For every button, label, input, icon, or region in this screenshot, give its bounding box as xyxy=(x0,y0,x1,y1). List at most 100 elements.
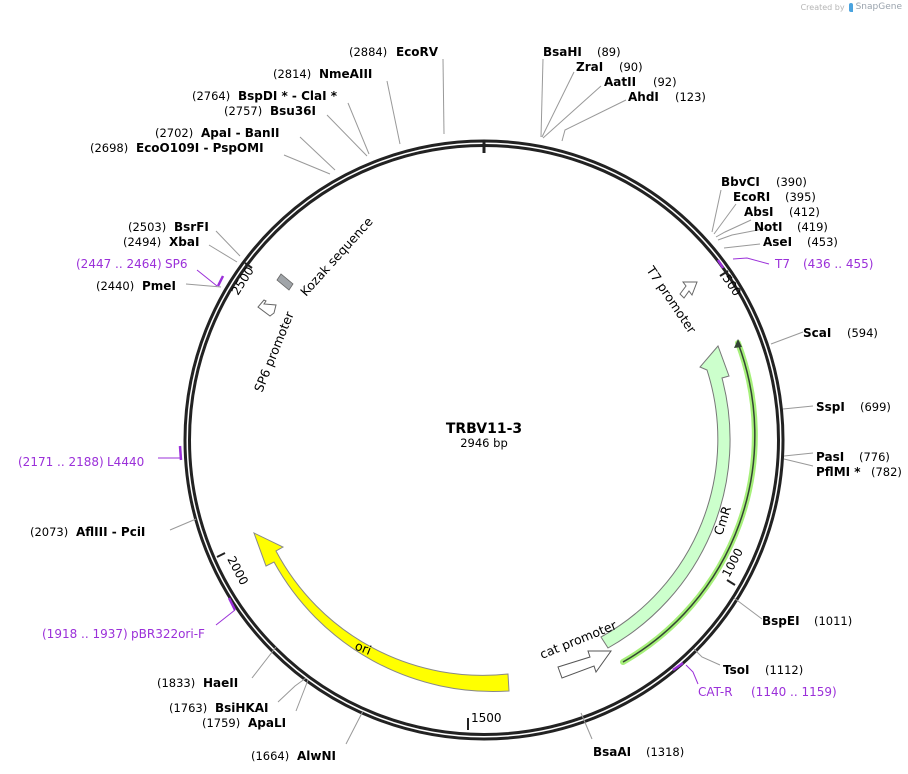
enzyme-ahdi[interactable]: AhdI (123) xyxy=(628,90,706,104)
orf-arrow-icon xyxy=(734,339,742,348)
snapgene-credit: Created by SnapGene xyxy=(801,2,902,12)
svg-text:(453): (453) xyxy=(807,235,838,249)
enzyme-pasi[interactable]: PasI (776) xyxy=(816,450,890,464)
enzyme-pflmi[interactable]: PflMI * (782) xyxy=(816,465,902,479)
svg-text:AseI: AseI xyxy=(763,235,792,249)
svg-text:(395): (395) xyxy=(785,190,816,204)
feature-label-ori: ori xyxy=(353,638,374,658)
snapgene-logo-icon xyxy=(848,2,853,12)
feature-sp6-promoter[interactable]: SP6 promoter xyxy=(251,299,297,395)
svg-text:(1318): (1318) xyxy=(646,745,684,759)
svg-text:(1112): (1112) xyxy=(765,663,803,677)
svg-text:(436 .. 455): (436 .. 455) xyxy=(803,257,873,271)
svg-text:(699): (699) xyxy=(860,400,891,414)
svg-text:XbaI: XbaI xyxy=(169,235,199,249)
svg-text:(419): (419) xyxy=(797,220,828,234)
svg-text:(2698): (2698) xyxy=(90,141,128,155)
svg-text:(1833): (1833) xyxy=(157,676,195,690)
enzyme-bspdi-clai[interactable]: (2764) BspDI * - ClaI * xyxy=(192,89,338,103)
enzyme-scai[interactable]: ScaI (594) xyxy=(803,326,878,340)
svg-text:(2757): (2757) xyxy=(224,104,262,118)
credit-prefix: Created by xyxy=(800,2,845,12)
svg-text:ApaLI: ApaLI xyxy=(248,716,286,730)
svg-text:BspEI: BspEI xyxy=(762,614,800,628)
enzyme-absi[interactable]: AbsI (412) xyxy=(744,205,820,219)
svg-text:BbvCI: BbvCI xyxy=(721,175,760,189)
svg-text:(776): (776) xyxy=(859,450,890,464)
enzyme-apali[interactable]: (1759) ApaLI xyxy=(202,716,286,730)
enzyme-bsahi[interactable]: BsaHI (89) xyxy=(543,45,621,59)
credit-brand: SnapGene xyxy=(855,2,902,12)
feature-kozak[interactable]: Kozak sequence xyxy=(276,214,376,299)
primer-sp6[interactable]: (2447 .. 2464) SP6 xyxy=(76,257,188,271)
svg-text:ApaI - BanII: ApaI - BanII xyxy=(201,126,280,140)
svg-text:1500: 1500 xyxy=(471,711,502,725)
svg-text:(92): (92) xyxy=(653,75,677,89)
enzyme-tsoi[interactable]: TsoI (1112) xyxy=(723,663,803,677)
cmr-orf-track[interactable] xyxy=(620,339,758,665)
svg-text:ZraI: ZraI xyxy=(576,60,603,74)
enzyme-haeii[interactable]: (1833) HaeII xyxy=(157,676,238,690)
svg-text:(782): (782) xyxy=(871,465,902,479)
svg-text:pBR322ori-F: pBR322ori-F xyxy=(131,627,205,641)
svg-text:(1759): (1759) xyxy=(202,716,240,730)
primer-l4440[interactable]: (2171 .. 2188) L4440 xyxy=(18,455,144,469)
svg-text:EcoRI: EcoRI xyxy=(733,190,770,204)
svg-text:PasI: PasI xyxy=(816,450,844,464)
svg-text:ScaI: ScaI xyxy=(803,326,831,340)
enzyme-zrai[interactable]: ZraI (90) xyxy=(576,60,643,74)
svg-text:NotI: NotI xyxy=(754,220,783,234)
svg-text:PmeI: PmeI xyxy=(142,279,176,293)
svg-text:BsaHI: BsaHI xyxy=(543,45,582,59)
plasmid-name: TRBV11-3 xyxy=(446,421,522,437)
enzyme-noti[interactable]: NotI (419) xyxy=(754,220,828,234)
svg-text:SP6: SP6 xyxy=(165,257,188,271)
svg-text:2500: 2500 xyxy=(229,264,257,297)
svg-text:(1763): (1763) xyxy=(169,701,207,715)
svg-text:2000: 2000 xyxy=(224,554,251,588)
feature-label-t7-promoter: T7 promoter xyxy=(643,262,700,336)
enzyme-bsaai[interactable]: BsaAI (1318) xyxy=(593,745,684,759)
feature-cmr[interactable]: CmR xyxy=(600,345,734,649)
enzyme-aatii[interactable]: AatII (92) xyxy=(604,75,677,89)
feature-label-sp6-promoter: SP6 promoter xyxy=(251,309,297,395)
enzyme-bsu36i[interactable]: (2757) Bsu36I xyxy=(224,104,316,118)
svg-text:NmeAIII: NmeAIII xyxy=(319,67,372,81)
enzyme-nmeaiii[interactable]: (2814) NmeAIII xyxy=(273,67,372,81)
svg-text:AflIII - PciI: AflIII - PciI xyxy=(76,525,145,539)
enzyme-bspei[interactable]: BspEI (1011) xyxy=(762,614,852,628)
enzyme-sspi[interactable]: SspI (699) xyxy=(816,400,891,414)
svg-text:BsaAI: BsaAI xyxy=(593,745,631,759)
feature-label-kozak: Kozak sequence xyxy=(297,214,376,299)
primer-t7[interactable]: T7 (436 .. 455) xyxy=(774,257,873,271)
svg-text:(1011): (1011) xyxy=(814,614,852,628)
primer-cat-r[interactable]: CAT-R (1140 .. 1159) xyxy=(698,685,837,699)
feature-t7-promoter[interactable]: T7 promoter xyxy=(643,262,700,336)
svg-text:L4440: L4440 xyxy=(107,455,144,469)
enzyme-apai-banii[interactable]: (2702) ApaI - BanII xyxy=(155,126,280,140)
enzyme-afliii-pcii[interactable]: (2073) AflIII - PciI xyxy=(30,525,145,539)
enzyme-pmei[interactable]: (2440) PmeI xyxy=(96,279,176,293)
svg-text:(412): (412) xyxy=(789,205,820,219)
enzyme-bbvci[interactable]: BbvCI (390) xyxy=(721,175,807,189)
svg-text:(2764): (2764) xyxy=(192,89,230,103)
svg-text:(2171 .. 2188): (2171 .. 2188) xyxy=(18,455,104,469)
enzyme-bsrfi[interactable]: (2503) BsrFI xyxy=(128,220,209,234)
primer-marks xyxy=(158,257,770,685)
enzyme-bsihkai[interactable]: (1763) BsiHKAI xyxy=(169,701,269,715)
enzyme-ecoo109i-pspomi[interactable]: (2698) EcoO109I - PspOMI xyxy=(90,141,264,155)
enzyme-asei[interactable]: AseI (453) xyxy=(763,235,838,249)
enzyme-ecori[interactable]: EcoRI (395) xyxy=(733,190,816,204)
svg-text:BspDI * - ClaI *: BspDI * - ClaI * xyxy=(238,89,338,103)
enzyme-alwni[interactable]: (1664) AlwNI xyxy=(251,749,336,763)
feature-ori[interactable]: ori xyxy=(253,532,510,692)
enzyme-xbai[interactable]: (2494) XbaI xyxy=(123,235,199,249)
svg-text:(2884): (2884) xyxy=(349,45,387,59)
primer-pbr322ori-f[interactable]: (1918 .. 1937) pBR322ori-F xyxy=(42,627,205,641)
svg-text:AhdI: AhdI xyxy=(628,90,659,104)
svg-text:CAT-R: CAT-R xyxy=(698,685,733,699)
svg-text:(2702): (2702) xyxy=(155,126,193,140)
svg-text:(390): (390) xyxy=(776,175,807,189)
enzyme-ecorv[interactable]: (2884) EcoRV xyxy=(349,45,439,59)
svg-text:BsiHKAI: BsiHKAI xyxy=(215,701,269,715)
